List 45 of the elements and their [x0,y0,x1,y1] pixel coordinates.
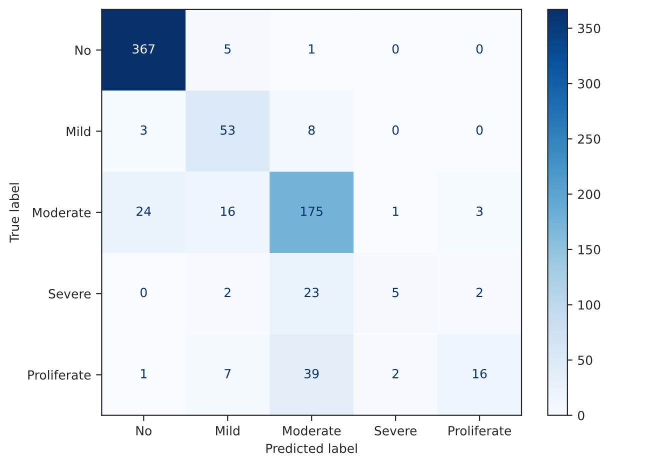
data-label: 5 [224,44,231,54]
color-bar-label: 200 [578,190,600,200]
x-tick-label: Severe [374,426,417,436]
data-label: 175 [301,206,322,216]
x-tick-label: Moderate [283,426,341,436]
x-axis-title: Predicted label [266,443,357,454]
data-label: 3 [140,125,147,135]
data-label: 24 [136,206,151,216]
data-label: 2 [476,288,482,298]
data-label: 53 [220,125,235,135]
data-label: 0 [476,44,483,54]
data-label: 3 [476,206,483,216]
data-label: 367 [132,44,155,54]
color-bar-label: 350 [578,24,600,34]
data-label: 16 [472,368,487,378]
data-label: 16 [221,206,235,216]
y-tick-label: Mild [66,126,90,136]
data-label: 2 [392,368,398,378]
data-label: 8 [308,125,315,135]
y-tick-label: Proliferate [28,370,91,380]
data-label: 7 [224,369,231,378]
x-tick-label: Mild [216,426,240,436]
color-bar-label: 50 [578,356,592,365]
color-bar-label: 300 [578,79,600,88]
y-tick-label: Severe [48,289,91,299]
y-tick-label: Moderate [33,208,91,218]
x-tick-label: No [136,426,152,436]
y-tick-label: No [75,46,91,55]
color-bar-label: 250 [578,134,600,144]
color-bar-label: 150 [578,244,600,254]
data-label: 1 [392,206,398,216]
color-bar-label: 0 [578,410,584,420]
data-label: 0 [392,125,399,135]
x-tick-label: Proliferate [448,426,511,436]
data-label: 1 [308,44,314,54]
y-axis-title: True label [9,183,20,243]
data-label: 0 [392,44,399,54]
data-label: 0 [476,125,483,135]
data-label: 2 [224,288,230,298]
data-label: 39 [304,368,319,378]
data-label: 5 [392,288,398,298]
data-label: 23 [304,288,319,298]
data-label: 0 [140,288,147,298]
data-label: 1 [141,369,146,378]
color-bar-label: 100 [578,300,600,310]
